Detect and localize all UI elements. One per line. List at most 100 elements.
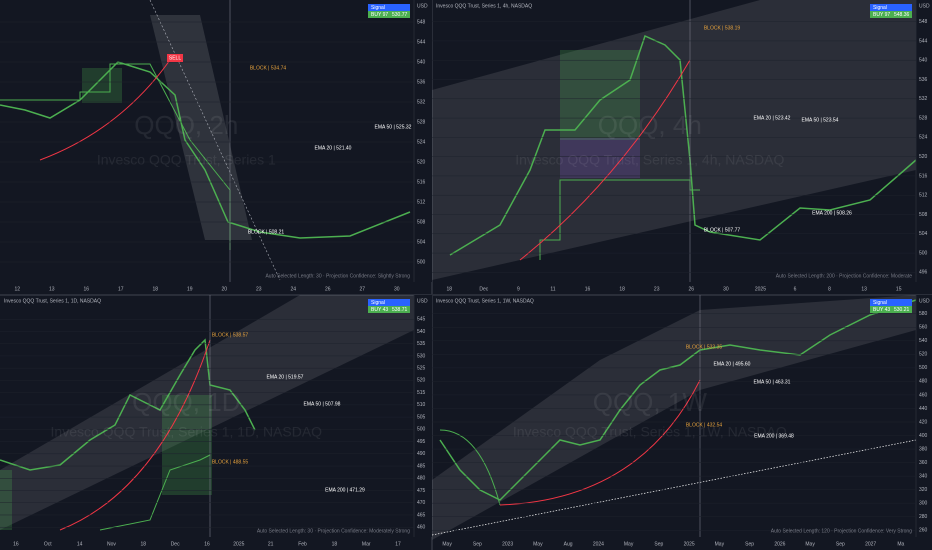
y-tick-label: 544 <box>417 39 426 45</box>
x-tick-label: Mar <box>362 541 371 547</box>
y-tick-label: 510 <box>417 402 426 408</box>
signal-label: Signal <box>371 300 385 306</box>
watermark-subtitle: Invesco QQQ Trust, Series 1, 1D, NASDAQ <box>51 424 323 440</box>
x-tick-label: 13 <box>861 286 867 292</box>
x-tick-label: 16 <box>204 541 210 547</box>
x-tick-label: 2026 <box>774 541 785 547</box>
y-tick-label: 465 <box>417 512 426 518</box>
y-tick-label: 420 <box>919 419 928 425</box>
signal-value: BUY 43 <box>371 307 388 313</box>
currency: USD <box>919 3 930 9</box>
price-axis <box>414 295 432 537</box>
y-tick-label: 460 <box>417 525 426 531</box>
signal-label: Signal <box>873 300 887 306</box>
x-tick-label: 24 <box>290 286 296 292</box>
annotation: BLOCK | 508.21 <box>248 229 285 235</box>
y-tick-label: 500 <box>919 250 928 256</box>
y-tick-label: 520 <box>417 159 426 165</box>
annotation: EMA 50 | 525.32 <box>375 124 412 130</box>
annotation: EMA 200 | 508.26 <box>812 210 852 216</box>
y-tick-label: 525 <box>417 365 426 371</box>
y-tick-label: 530 <box>417 353 426 359</box>
annotation: EMA 200 | 369.48 <box>754 433 794 439</box>
y-tick-label: 540 <box>919 338 928 344</box>
x-tick-label: May <box>533 541 543 547</box>
annotation: BLOCK | 488.55 <box>212 459 249 465</box>
y-tick-label: 535 <box>417 341 426 347</box>
x-tick-label: 30 <box>394 286 400 292</box>
x-tick-label: 23 <box>654 286 660 292</box>
y-tick-label: 520 <box>919 352 928 358</box>
x-tick-label: 17 <box>395 541 401 547</box>
x-tick-label: 18 <box>619 286 625 292</box>
y-tick-label: 540 <box>417 329 426 335</box>
annotation: SELL <box>169 55 181 61</box>
annotation: BLOCK | 507.77 <box>704 227 741 233</box>
x-tick-label: 18 <box>141 541 147 547</box>
y-tick-label: 495 <box>417 439 426 445</box>
currency: USD <box>417 3 428 9</box>
annotation: BLOCK | 533.35 <box>686 344 723 350</box>
y-tick-label: 512 <box>919 193 928 199</box>
chart-title: Invesco QQQ Trust, Series 1, 4h, NASDAQ <box>436 3 532 9</box>
y-tick-label: 480 <box>417 476 426 482</box>
y-tick-label: 360 <box>919 460 928 466</box>
annotation: EMA 20 | 521.40 <box>315 145 352 151</box>
footer: Auto Selected Length: 30 · Projection Co… <box>257 528 410 534</box>
annotation: EMA 50 | 463.31 <box>754 379 791 385</box>
x-tick-label: 13 <box>49 286 55 292</box>
y-tick-label: 548 <box>919 19 928 25</box>
y-tick-label: 504 <box>417 239 426 245</box>
y-tick-label: 515 <box>417 390 426 396</box>
y-tick-label: 500 <box>919 365 928 371</box>
y-tick-label: 528 <box>919 115 928 121</box>
y-tick-label: 460 <box>919 392 928 398</box>
x-tick-label: 2025 <box>755 286 766 292</box>
annotation: EMA 20 | 519.57 <box>267 374 304 380</box>
x-tick-label: 16 <box>13 541 19 547</box>
x-tick-label: May <box>624 541 634 547</box>
x-tick-label: 18 <box>152 286 158 292</box>
x-tick-label: 18 <box>447 286 453 292</box>
y-tick-label: 508 <box>919 212 928 218</box>
x-tick-label: 8 <box>828 286 831 292</box>
signal-price: 530.21 <box>894 307 910 313</box>
x-tick-label: Nov <box>107 541 116 547</box>
y-tick-label: 320 <box>919 487 928 493</box>
label-box <box>167 54 183 62</box>
x-tick-label: 9 <box>517 286 520 292</box>
footer: Auto Selected Length: 30 · Projection Co… <box>265 273 410 279</box>
x-tick-label: 14 <box>77 541 83 547</box>
chart-title: Invesco QQQ Trust, Series 1, 1D, NASDAQ <box>4 298 101 304</box>
x-tick-label: 23 <box>256 286 262 292</box>
x-tick-label: 26 <box>689 286 695 292</box>
y-tick-label: 545 <box>417 317 426 323</box>
y-tick-label: 505 <box>417 414 426 420</box>
x-tick-label: Oct <box>44 541 52 547</box>
signal-price: 538.71 <box>392 307 408 313</box>
annotation: BLOCK | 534.74 <box>250 65 287 71</box>
signal-label: Signal <box>873 5 887 11</box>
x-tick-label: 21 <box>268 541 274 547</box>
x-tick-label: 18 <box>332 541 338 547</box>
y-tick-label: 480 <box>919 379 928 385</box>
price-axis <box>916 295 932 537</box>
chart-title: Invesco QQQ Trust, Series 1, 1W, NASDAQ <box>436 298 534 304</box>
footer: Auto Selected Length: 120 · Projection C… <box>771 528 912 534</box>
signal-price: 548.36 <box>894 12 910 18</box>
y-tick-label: 548 <box>417 19 426 25</box>
x-tick-label: Ma <box>897 541 904 547</box>
x-tick-label: Sep <box>654 541 663 547</box>
x-tick-label: 2024 <box>593 541 604 547</box>
annotation: BLOCK | 432.54 <box>686 422 723 428</box>
signal-value: BUY 97 <box>371 12 388 18</box>
x-tick-label: Sep <box>836 541 845 547</box>
watermark: QQQ, 1W <box>593 387 708 417</box>
x-tick-label: 27 <box>359 286 365 292</box>
y-tick-label: 504 <box>919 231 928 237</box>
watermark: QQQ, 2h <box>134 110 238 140</box>
x-tick-label: 26 <box>325 286 331 292</box>
price-axis <box>414 0 432 282</box>
